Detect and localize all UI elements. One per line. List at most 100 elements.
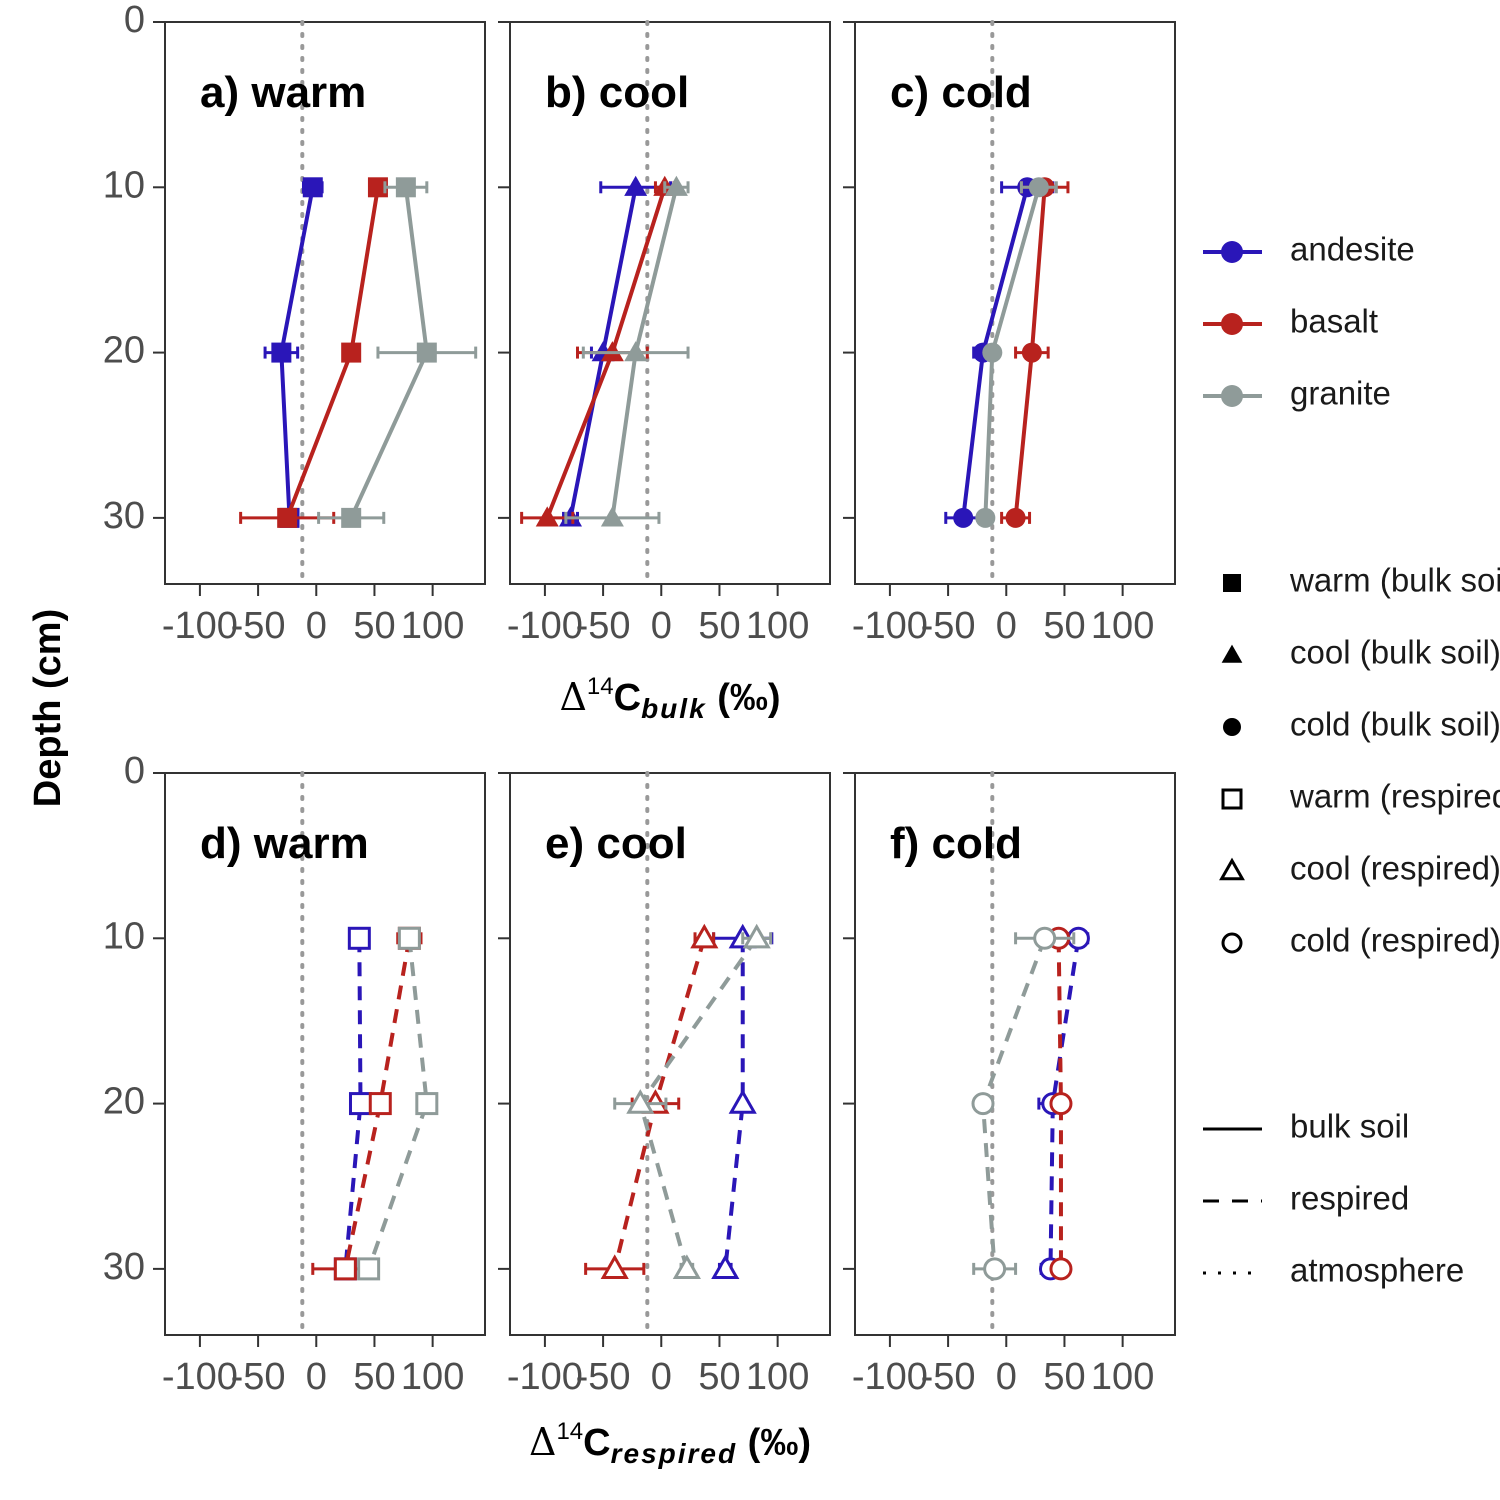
data-point	[971, 1092, 995, 1116]
data-point	[1049, 1092, 1073, 1116]
x-axis-label-top: Δ14Cbulk (‰)	[559, 673, 780, 724]
panel-title: a) warm	[200, 68, 366, 117]
data-point	[1028, 177, 1049, 198]
panel-title: e) cool	[545, 819, 687, 868]
legend-item-linetype: respired	[1203, 1180, 1409, 1217]
panel-frame	[509, 21, 831, 585]
y-axis-label: Depth (cm)	[27, 609, 69, 807]
legend-label: cold (bulk soil)	[1290, 706, 1500, 743]
data-point	[624, 341, 648, 362]
x-tick-label: -100	[852, 1356, 928, 1398]
y-tick-label: 20	[103, 1081, 145, 1123]
data-point	[341, 507, 362, 528]
data-point	[348, 1092, 372, 1116]
data-point	[397, 926, 421, 950]
series-granite	[975, 177, 1058, 528]
series-line	[366, 938, 429, 1270]
x-tick-label: -100	[507, 605, 583, 647]
data-point	[395, 177, 416, 198]
legend-item-basalt: basalt	[1203, 303, 1378, 340]
legend-item-andesite: andesite	[1203, 231, 1415, 268]
data-point	[347, 926, 371, 950]
x-axis-title-respired: Δ14Crespired (‰)	[529, 1418, 811, 1469]
x-axis-title-bulk: Δ14Cbulk (‰)	[559, 673, 780, 724]
legend-item-granite: granite	[1203, 375, 1391, 412]
panel-title: f) cold	[890, 819, 1022, 868]
data-point	[672, 1254, 701, 1280]
series-granite	[317, 177, 478, 528]
panel-frame	[854, 772, 1176, 1336]
x-tick-label: 100	[401, 605, 464, 647]
legend-marker	[1223, 574, 1241, 592]
data-point	[983, 1257, 1007, 1281]
x-tick-label: -100	[162, 605, 238, 647]
data-point	[1049, 1257, 1073, 1281]
x-tick-label: 50	[1043, 1356, 1085, 1398]
data-point	[624, 175, 648, 196]
panel-a: a) warm 0 10 20 30 -100-50 0 50 100	[103, 0, 486, 647]
data-point	[728, 1089, 757, 1114]
series-granite	[613, 923, 773, 1280]
panel-title: c) cold	[890, 68, 1032, 117]
panel-e: e) cool -100-50 0 50 100	[498, 771, 831, 1398]
legend-label: atmosphere	[1290, 1252, 1464, 1289]
series-granite	[357, 926, 439, 1281]
legend-shape: warm (bulk soil) cool (bulk soil) cold (bu…	[1219, 562, 1500, 959]
legend-label: granite	[1290, 375, 1391, 412]
data-point	[664, 175, 688, 196]
y-tick-label: 10	[103, 915, 145, 957]
data-point	[535, 506, 559, 527]
x-tick-label: 50	[698, 1356, 740, 1398]
x-tick-label: -50	[576, 1356, 631, 1398]
data-point	[367, 177, 388, 198]
x-tick-label: 0	[306, 1356, 327, 1398]
x-tick-label: 50	[353, 605, 395, 647]
legend-label: andesite	[1290, 231, 1415, 268]
data-point	[711, 1254, 740, 1280]
x-tick-label: 100	[401, 1356, 464, 1398]
legend-item-shape: cool (bulk soil)	[1221, 634, 1500, 671]
panel-d: d) warm 0 10 20 30 -100-50 0 50 100	[103, 750, 486, 1398]
x-tick-label: -100	[162, 1356, 238, 1398]
legend-marker	[1221, 788, 1243, 810]
series-line	[343, 937, 412, 1270]
data-point	[742, 923, 771, 949]
panel-b: b) cool -100-50 0 50 100	[498, 20, 831, 647]
x-tick-label: 50	[353, 1356, 395, 1398]
data-point	[600, 506, 624, 527]
x-tick-label: 0	[651, 1356, 672, 1398]
legend-item-shape: warm (bulk soil)	[1223, 562, 1500, 599]
legend-label: warm (bulk soil)	[1289, 562, 1500, 599]
panel-title: b) cool	[545, 68, 689, 117]
series-basalt	[239, 177, 388, 528]
data-point	[1021, 342, 1042, 363]
data-point	[1033, 926, 1057, 950]
data-point	[953, 507, 974, 528]
legend-linetype: bulk soil respired atmosphere	[1203, 1108, 1464, 1289]
legend-marker	[1221, 313, 1243, 335]
data-point	[368, 1092, 392, 1116]
x-tick-label: 0	[996, 1356, 1017, 1398]
data-point	[982, 342, 1003, 363]
x-tick-label: 100	[1091, 605, 1154, 647]
legend-marker	[1223, 718, 1241, 736]
x-axis-label-bottom: Δ14Crespired (‰)	[529, 1418, 811, 1469]
legend-label: cool (bulk soil)	[1290, 634, 1500, 671]
x-tick-label: -100	[852, 605, 928, 647]
panel-title: d) warm	[200, 819, 369, 868]
legend-marker	[1221, 932, 1243, 954]
data-point	[416, 342, 437, 363]
legend-item-linetype: atmosphere	[1203, 1252, 1464, 1289]
series-granite	[971, 926, 1076, 1281]
x-tick-label: 0	[651, 605, 672, 647]
x-tick-label: 100	[1091, 1356, 1154, 1398]
legend-label: cool (respired)	[1290, 850, 1500, 887]
legend-marker	[1219, 857, 1245, 881]
x-tick-label: 100	[746, 605, 809, 647]
legend-item-shape: cool (respired)	[1219, 850, 1500, 887]
x-tick-label: -50	[576, 605, 631, 647]
y-tick-label: 0	[124, 0, 145, 41]
panel-frame	[854, 21, 1176, 585]
panel-frame	[164, 772, 486, 1336]
